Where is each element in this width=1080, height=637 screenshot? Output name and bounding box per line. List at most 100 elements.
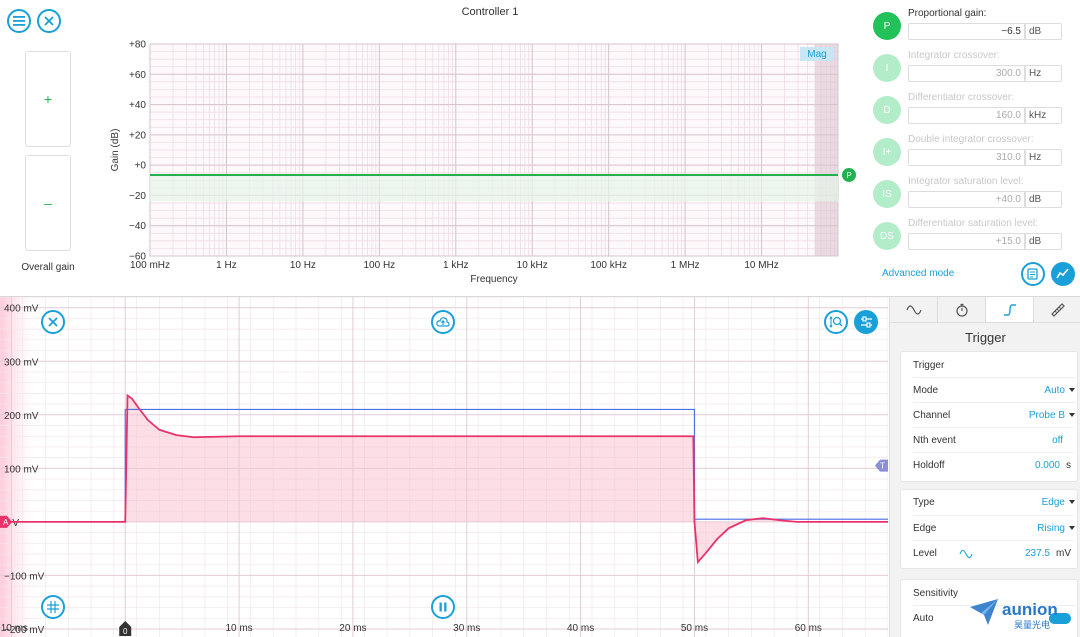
notes-button[interactable] [1021, 262, 1045, 286]
scope-y-tick-label: 0 V [4, 518, 19, 529]
advanced-mode-link[interactable]: Advanced mode [882, 268, 955, 279]
mag-badge-label: Mag [807, 49, 826, 60]
response-chart-button[interactable] [1051, 262, 1075, 286]
cloud-upload-button[interactable] [431, 310, 455, 334]
scope-x-tick-label: 50 ms [681, 623, 708, 634]
scope-y-tick-label: 300 mV [4, 357, 39, 368]
trigger-mode-row[interactable]: Mode Auto [913, 377, 1075, 402]
trigger-channel-select[interactable]: Probe B [1029, 410, 1075, 421]
pid-input-differentiator[interactable]: 160.0 [908, 107, 1026, 124]
pid-input-differentiator-saturation[interactable]: +15.0 [908, 233, 1026, 250]
scope-x-tick-label: 20 ms [339, 623, 366, 634]
channel-a-marker-shape [0, 515, 12, 528]
pid-label-proportional: Proportional gain: [908, 8, 987, 19]
pid-input-integrator[interactable]: 300.0 [908, 65, 1026, 82]
trigger-level-row[interactable]: Level 237.5 mV [913, 540, 1075, 565]
bode-x-tick-label: 1 MHz [671, 260, 700, 271]
autoscale-zoom-button[interactable] [824, 310, 848, 334]
pid-input-proportional[interactable]: −6.5 [908, 23, 1026, 40]
controller-title: Controller 1 [461, 6, 519, 18]
tab-waveform[interactable] [890, 297, 938, 322]
sine-wave-icon [905, 304, 922, 315]
holdoff-unit: s [1066, 460, 1071, 471]
pid-unit-differentiator-saturation: dB [1024, 233, 1062, 250]
bode-x-tick-label: 10 kHz [517, 260, 548, 271]
trigger-channel-row[interactable]: Channel Probe B [913, 402, 1075, 427]
nth-event-value[interactable]: off [1052, 435, 1063, 446]
grid-toggle-button[interactable] [41, 595, 65, 619]
scope-close-button[interactable] [41, 310, 65, 334]
time-origin-marker[interactable]: 0 [119, 621, 132, 636]
grid-icon [47, 601, 59, 613]
tab-trigger[interactable] [986, 297, 1034, 322]
pause-button[interactable] [431, 595, 455, 619]
channel-a-marker-label: A [3, 518, 9, 527]
controller-panel: Controller 1 + – Overall gain +80 +60 +40 +… [0, 0, 1080, 296]
overall-gain-decrease-button[interactable]: – [25, 155, 71, 251]
sensitivity-card: Sensitivity Auto [900, 579, 1078, 637]
pid-toggle-integrator-saturation[interactable]: IS [873, 180, 901, 208]
holdoff-value: 0.000 [1034, 460, 1060, 471]
pid-input-double-integrator[interactable]: 310.0 [908, 149, 1026, 166]
close-button[interactable] [37, 9, 61, 33]
bode-x-tick-label: 100 Hz [363, 260, 395, 271]
trigger-mode-select[interactable]: Auto [1044, 385, 1075, 396]
tab-timebase[interactable] [938, 297, 986, 322]
pid-toggle-double-integrator[interactable]: I+ [873, 138, 901, 166]
trigger-marker-shape [875, 459, 888, 472]
pid-label-double-integrator: Double integrator crossover: [908, 134, 1034, 145]
trigger-edge-row[interactable]: Edge Rising [913, 515, 1075, 540]
overall-gain-increase-button[interactable]: + [25, 51, 71, 147]
menu-icon [13, 16, 25, 26]
nth-event-label: Nth event [913, 435, 956, 446]
pid-input-integrator-saturation[interactable]: +40.0 [908, 191, 1026, 208]
channel-a-offset-marker[interactable]: A [0, 515, 12, 528]
trigger-level-label: Level [913, 548, 937, 559]
sensitivity-auto-toggle[interactable] [1049, 613, 1071, 624]
cloud-upload-icon [436, 317, 450, 327]
zoom-fit-icon [829, 316, 843, 328]
bode-y-tick-label: +0 [135, 161, 147, 172]
trigger-channel-label: Channel [913, 410, 951, 421]
trigger-type-card: Type Edge Edge Rising Level 237.5 mV [900, 489, 1078, 569]
pid-unit-integrator-saturation: dB [1024, 191, 1062, 208]
bode-x-tick-label: 10 MHz [744, 260, 778, 271]
pid-toggle-differentiator-saturation[interactable]: DS [873, 222, 901, 250]
mag-badge[interactable]: Mag [800, 47, 834, 61]
pid-label-differentiator-saturation: Differentiator saturation level: [908, 218, 1038, 229]
trigger-edge-select[interactable]: Rising [1037, 523, 1075, 534]
trigger-mode-value: Auto [1044, 385, 1065, 396]
menu-button[interactable] [7, 9, 31, 33]
bode-y-tick-label: −20 [129, 191, 146, 202]
oscilloscope-plot[interactable]: 400 mV 300 mV 200 mV 100 mV 0 V −100 mV −200 m… [0, 297, 888, 637]
trigger-edge-label: Edge [913, 523, 937, 534]
pid-unit-double-integrator: Hz [1024, 149, 1062, 166]
tab-measure[interactable] [1034, 297, 1080, 322]
trigger-level-input[interactable]: 237.5 mV [1025, 548, 1071, 559]
trigger-type-select[interactable]: Edge [1042, 497, 1075, 508]
trigger-level-marker[interactable]: T [875, 459, 888, 472]
holdoff-row[interactable]: Holdoff 0.000 s [913, 452, 1075, 477]
pid-toggle-proportional[interactable]: P [873, 12, 901, 40]
nth-event-row[interactable]: Nth event off [913, 427, 1075, 452]
oscilloscope-plot-area[interactable]: 400 mV 300 mV 200 mV 100 mV 0 V −100 mV −200 m… [0, 297, 888, 637]
chevron-down-icon [1069, 413, 1075, 418]
scope-x-tick-label: 60 ms [795, 623, 822, 634]
trigger-type-label: Type [913, 497, 935, 508]
pid-label-integrator-saturation: Integrator saturation level: [908, 176, 1024, 187]
channel-settings-button[interactable] [854, 310, 878, 334]
bode-y-tick-label: −60 [129, 252, 146, 263]
trigger-marker-label: T [880, 462, 885, 471]
pid-row-differentiator: D Differentiator crossover: 160.0 kHz [873, 92, 1073, 134]
pid-toggle-integrator[interactable]: I [873, 54, 901, 82]
instrument-tabs [890, 297, 1080, 323]
pid-toggle-differentiator[interactable]: D [873, 96, 901, 124]
proportional-gain-marker[interactable]: P [842, 167, 856, 182]
scope-x-tick-label: −10 ms [0, 623, 28, 634]
scope-y-tick-label: 400 mV [4, 304, 39, 315]
trigger-card: Trigger Mode Auto Channel Probe B Nth ev… [900, 351, 1078, 482]
scope-y-tick-label: −100 mV [4, 571, 45, 582]
holdoff-input[interactable]: 0.000 s [1035, 460, 1071, 471]
trigger-type-row[interactable]: Type Edge [913, 490, 1075, 515]
